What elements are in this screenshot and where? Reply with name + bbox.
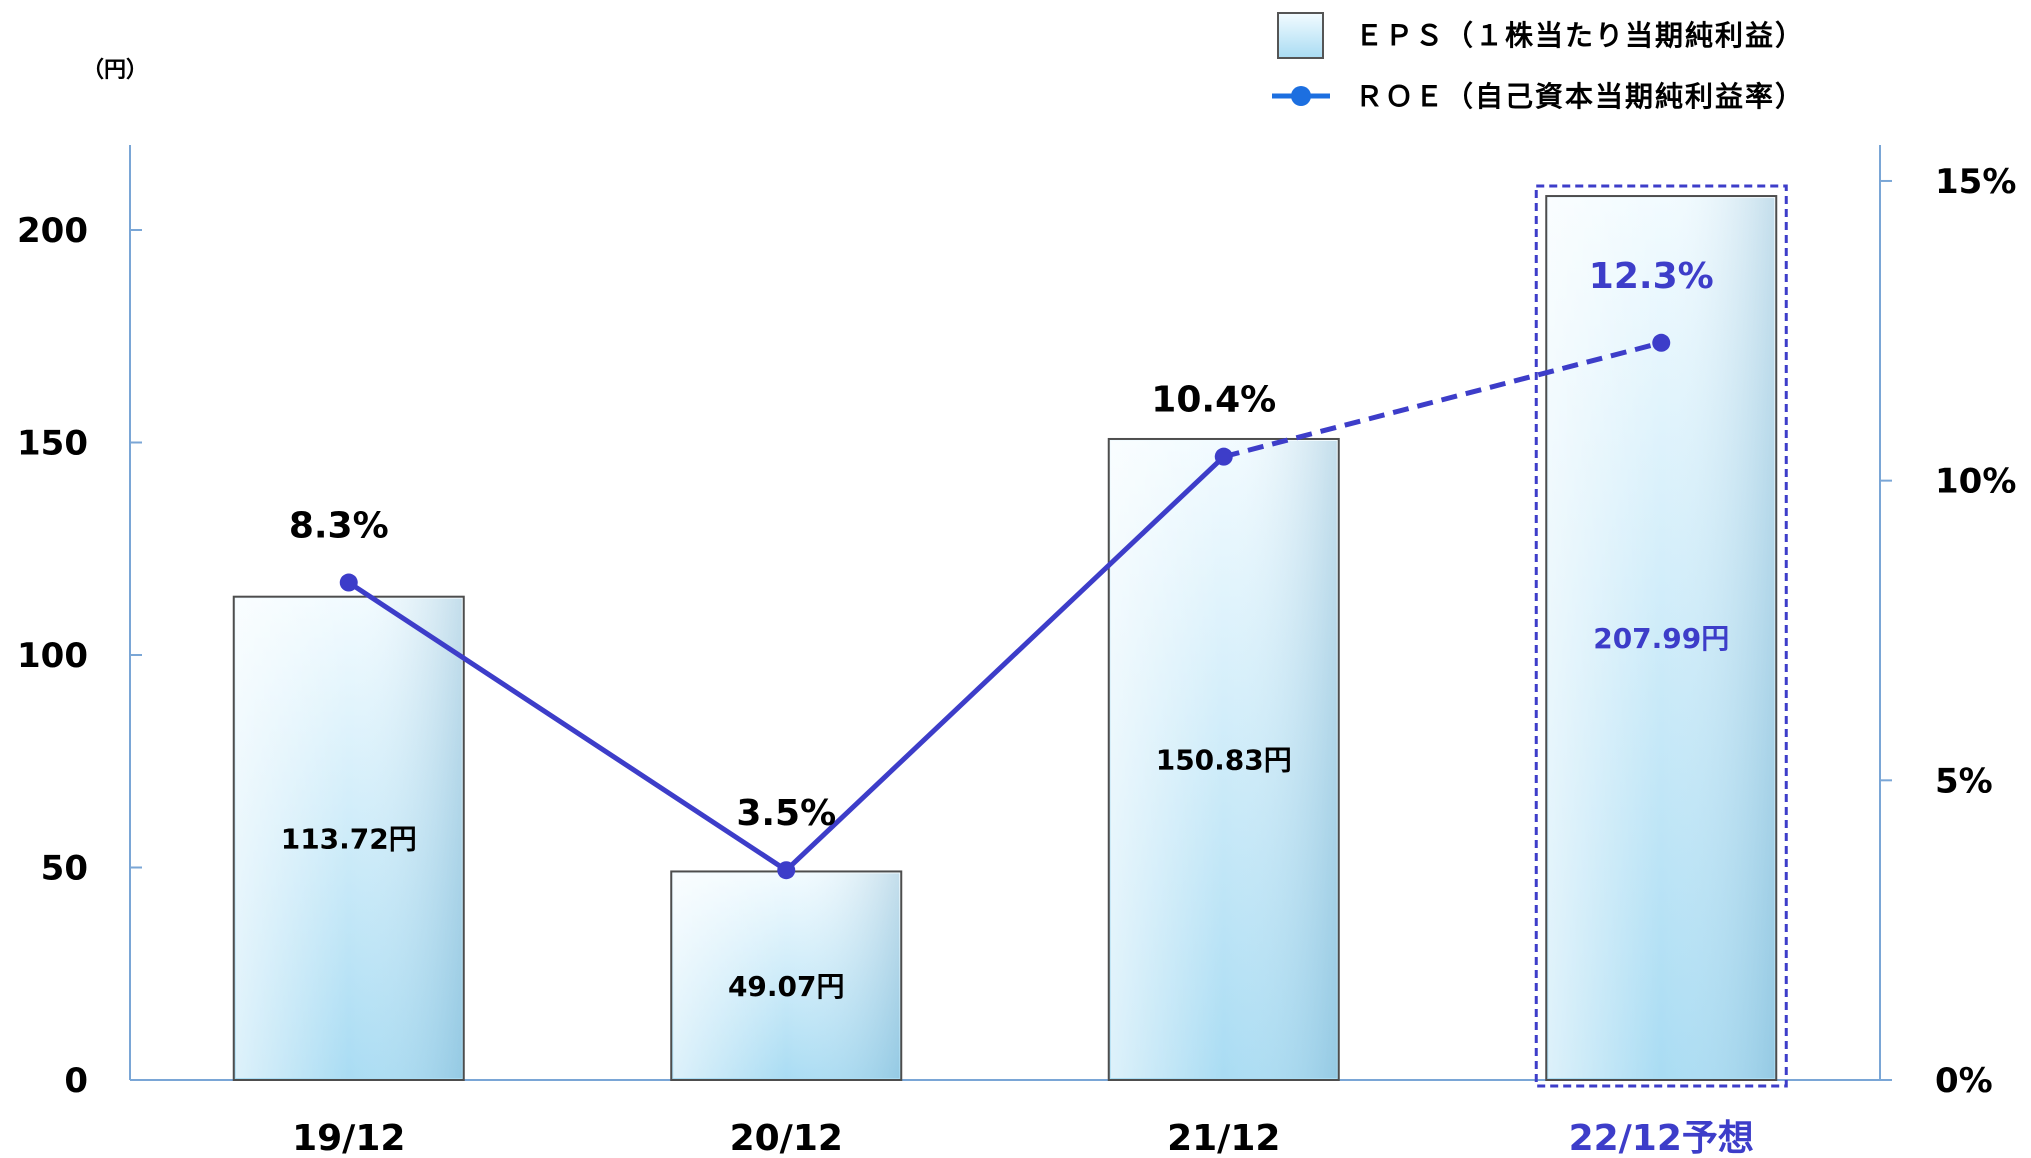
- roe-segment: [784, 454, 1226, 873]
- roe-value-label: 10.4%: [1151, 380, 1276, 421]
- x-category-label: 20/12: [730, 1118, 843, 1158]
- eps-bar-shade: [1110, 440, 1337, 1078]
- y2-tick-label: 5%: [1935, 761, 1993, 801]
- y-tick-label: 150: [17, 424, 88, 464]
- roe-value-label: 8.3%: [289, 506, 389, 547]
- legend-eps-swatch: [1277, 12, 1324, 59]
- legend-roe-label: ＲＯＥ（自己資本当期純利益率）: [1355, 80, 1805, 113]
- y-tick-label: 50: [41, 849, 88, 889]
- x-category-label: 19/12: [292, 1118, 405, 1158]
- x-category-label: 21/12: [1167, 1118, 1280, 1158]
- data-labels: 113.72円 19/12 49.07円 20/12 150.83円 21/12 207.9…: [281, 256, 1754, 1158]
- legend: ＥＰＳ（１株当たり当期純利益） ＲＯＥ（自己資本当期純利益率）: [1272, 12, 1805, 113]
- legend-roe-marker: [1291, 86, 1311, 106]
- eps-bar-shade: [673, 873, 900, 1078]
- y2-tick-label: 15%: [1935, 162, 2016, 202]
- y-tick-label: 200: [17, 211, 88, 251]
- eps-value-label: 150.83円: [1156, 743, 1292, 776]
- y-tick-label: 0: [64, 1061, 88, 1101]
- roe-marker: [1214, 447, 1233, 466]
- roe-value-label: 12.3%: [1589, 256, 1714, 297]
- eps-value-label: 113.72円: [281, 822, 417, 855]
- legend-eps-label: ＥＰＳ（１株当たり当期純利益）: [1355, 19, 1805, 52]
- roe-marker: [1652, 333, 1671, 352]
- y-axis-unit: （円）: [82, 58, 148, 83]
- y2-tick-label: 0%: [1935, 1061, 1993, 1101]
- roe-value-label: 3.5%: [736, 793, 836, 834]
- forecast-highlight-box: [1534, 184, 1788, 1088]
- x-category-label: 22/12予想: [1569, 1118, 1754, 1158]
- bars: [232, 184, 1788, 1088]
- y-tick-label: 100: [17, 636, 88, 676]
- roe-marker: [339, 573, 358, 592]
- y2-tick-label: 10%: [1935, 462, 2016, 502]
- roe-marker: [777, 861, 796, 880]
- eps-value-label: 49.07円: [728, 970, 845, 1003]
- eps-value-label: 207.99円: [1593, 622, 1729, 655]
- roe-segment-forecast: [1223, 340, 1662, 460]
- roe-segment: [347, 580, 788, 873]
- roe-line: [339, 333, 1671, 880]
- eps-bar-shade: [235, 598, 462, 1078]
